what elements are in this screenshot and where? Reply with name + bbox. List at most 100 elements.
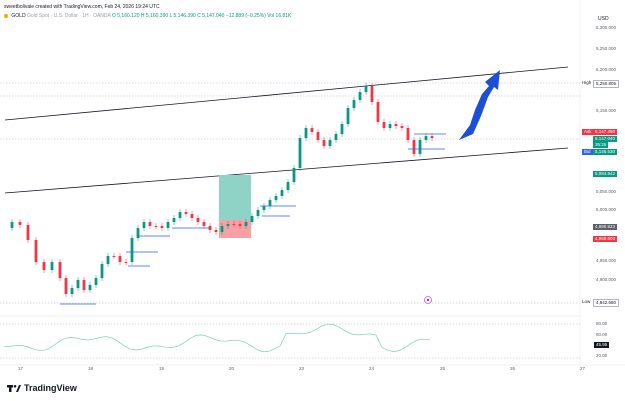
bar-countdown: 35:25 (593, 142, 609, 148)
rsi-line (3, 323, 431, 352)
long-position-target-zone[interactable] (219, 175, 251, 220)
candle-body (304, 128, 308, 138)
candle-body (82, 280, 86, 290)
candle-body (424, 136, 428, 140)
candle-body (370, 86, 374, 102)
candle-body (418, 140, 422, 154)
low-tag-label: Low (582, 299, 591, 304)
time-label: 27 (580, 366, 586, 371)
candle-body (382, 122, 386, 128)
candle-body (376, 102, 380, 122)
time-label: 20 (229, 366, 235, 371)
rsi-axis-label: 20.00 (596, 353, 608, 358)
brand-name: TradingView (24, 383, 77, 393)
candle-body (238, 224, 242, 226)
symbol-logo-icon (4, 13, 8, 18)
candle-body (136, 228, 140, 238)
symbol-desc: Gold Spot · U.S. Dollar · 1H · OANDA (26, 13, 111, 19)
candle-body (166, 222, 170, 228)
candle-body (268, 200, 272, 206)
candle-body (388, 124, 392, 128)
candle-body (220, 226, 224, 232)
candle-body (64, 278, 68, 294)
candle-body (232, 224, 236, 225)
rsi-axis-label: 80.00 (596, 321, 608, 326)
candle-body (112, 256, 116, 257)
candle-body (58, 262, 62, 278)
candle-body (148, 222, 152, 226)
candle-body (226, 224, 230, 226)
candle-body (88, 285, 92, 290)
candle-body (142, 222, 146, 228)
candle-body (190, 214, 194, 218)
tradingview-logo[interactable]: TradingView (7, 383, 77, 393)
high-tag-value: 5,250.805 (593, 80, 620, 88)
level-segments (60, 133, 446, 305)
candle-body (214, 230, 218, 232)
chart-credit: sweetbolivaie created with TradingView.c… (4, 4, 160, 10)
level-tag-3: 4,968.603 (593, 236, 618, 242)
time-label: 25 (440, 366, 446, 371)
candle-body (94, 278, 98, 285)
candle-body (274, 196, 278, 200)
time-label: 17 (18, 366, 24, 371)
candle-body (298, 138, 302, 168)
last-price-tag: 5,147.040 (593, 136, 618, 142)
tradingview-mark-icon (7, 384, 21, 392)
candlestick-series[interactable] (10, 83, 434, 297)
candle-body (106, 256, 110, 264)
candle-body (400, 126, 404, 128)
candle-body (34, 240, 38, 262)
candle-body (196, 218, 200, 222)
ask-tag-value: 5,147.480 (593, 129, 618, 135)
price-label: 5,250.000 (596, 46, 617, 51)
alert-icon[interactable] (424, 296, 432, 304)
price-label: 5,150.000 (596, 108, 617, 113)
candle-body (280, 190, 284, 196)
candle-body (352, 100, 356, 108)
candle-body (50, 262, 54, 270)
high-tag-label: High (582, 80, 592, 85)
level-tag-1: 5,084.942 (593, 171, 618, 177)
candle-body (42, 262, 46, 270)
rsi-axis-label: 60.00 (596, 332, 608, 337)
candle-body (202, 222, 206, 226)
bid-tag-label: Bid (582, 149, 593, 155)
channel-lower-trendline[interactable] (4, 147, 569, 194)
symbol-name[interactable]: GOLD (11, 13, 26, 19)
candle-body (430, 136, 434, 138)
price-label: 5,200.000 (596, 67, 617, 72)
price-label: 5,050.000 (596, 189, 617, 194)
candle-body (26, 225, 30, 240)
price-label: 5,000.000 (596, 207, 617, 212)
time-label: 19 (159, 366, 165, 371)
candle-body (244, 222, 248, 226)
projection-arrow[interactable] (459, 70, 500, 140)
candle-body (18, 222, 22, 225)
candle-body (154, 226, 158, 227)
ask-tag-label: Ask (582, 129, 594, 135)
candle-body (286, 182, 290, 190)
candle-body (172, 218, 176, 222)
bid-tag-value: 5,146.530 (593, 149, 618, 155)
candle-body (412, 140, 416, 154)
candle-body (316, 132, 320, 140)
candle-body (118, 256, 122, 262)
symbol-info: GOLD Gold Spot · U.S. Dollar · 1H · OAND… (4, 13, 291, 19)
time-label: 26 (510, 366, 516, 371)
time-label: 24 (369, 366, 375, 371)
candle-body (340, 124, 344, 134)
candle-body (124, 262, 128, 263)
candle-body (178, 212, 182, 218)
candle-body (184, 212, 188, 214)
candle-body (130, 238, 134, 262)
candle-body (10, 222, 14, 228)
channel-upper-trendline[interactable] (4, 66, 569, 121)
level-tag-2: 4,990.523 (593, 224, 618, 230)
candle-body (322, 140, 326, 146)
candle-body (328, 140, 332, 146)
price-label: 5,300.000 (596, 25, 617, 30)
candle-body (70, 288, 74, 294)
currency-label[interactable]: USD (598, 16, 609, 22)
